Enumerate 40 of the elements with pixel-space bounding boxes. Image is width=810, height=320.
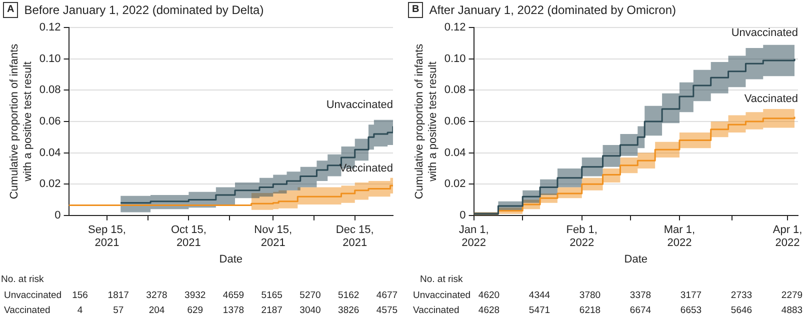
x-tick-label: Jan 1, 2022 [458,224,489,250]
y-axis-title: Cumulative proportion of infants with a positive test result [414,43,439,200]
x-axis-title: Date [624,253,648,266]
text: Vaccinated 4628 5471 6218 6674 6653 5646 4883 [413,305,803,316]
series-label: Vaccinated [339,162,393,175]
y-tick-label: 0.10 [444,52,466,65]
text: A [3,2,18,18]
x-tick-label: Feb 1, 2022 [566,224,598,250]
x-tick-label: Mar 1, 2022 [664,224,696,250]
y-tick-label: 0.08 [444,84,466,96]
series-label: Vaccinated [744,92,798,105]
text: Unvaccinated 156 1817 3278 3932 4659 5165 5270 5162 4677 [4,290,398,301]
y-tick-label: 0.12 [39,22,61,34]
y-tick-label: 0.02 [444,178,466,190]
y-tick-label: 0.04 [444,146,466,159]
y-tick-label: 0.02 [39,178,61,190]
y-tick-label: 0.12 [444,22,466,34]
y-tick-label: 0.06 [39,116,61,128]
text: Unvaccinated 4620 4344 3780 3378 3177 2733 2279 [413,290,803,301]
y-tick-label: 0.04 [39,146,61,159]
chart-title: After January 1, 2022 (dominated by Omicron) [429,3,676,17]
text: No. at risk [420,274,463,285]
text: No. at risk [1,274,44,285]
y-axis-title: Cumulative proportion of infants with a positive test result [8,43,34,200]
y-tick-label: 0 [460,209,466,222]
x-tick-label: Dec 15, 2021 [336,224,374,250]
y-tick-label: 0.08 [39,84,61,96]
y-tick-label: 0.10 [39,52,61,65]
series-label: Unvaccinated [731,27,798,40]
y-tick-label: 0 [54,209,61,222]
text: B [408,2,424,18]
x-tick-label: Nov 15, 2021 [254,224,292,250]
x-tick-label: Apr 1, 2022 [772,224,802,250]
x-tick-label: Oct 15, 2021 [170,224,206,250]
series-label: Unvaccinated [326,99,393,112]
chart-title: Before January 1, 2022 (dominated by Delta) [24,3,264,17]
text: Vaccinated 4 57 204 629 1378 2187 3040 3826 4575 [4,305,398,316]
x-axis-title: Date [219,253,243,266]
x-tick-label: Sep 15, 2021 [88,224,126,250]
y-tick-label: 0.06 [444,116,466,128]
